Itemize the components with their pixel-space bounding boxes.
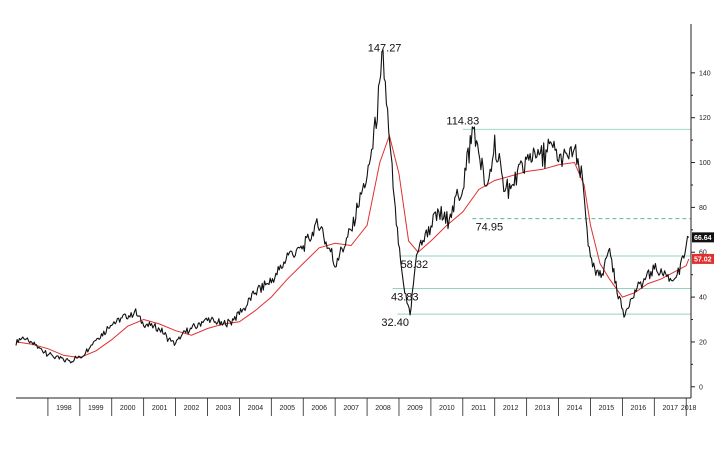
y-tick-label: 20 xyxy=(699,339,707,346)
x-tick-label: 2015 xyxy=(599,405,615,412)
last-price-badge: 66.64 xyxy=(692,232,714,243)
x-tick-label: 2001 xyxy=(152,405,168,412)
annotation-114.83: 114.83 xyxy=(446,115,479,127)
x-tick-label: 2002 xyxy=(184,405,200,412)
x-tick-label: 2003 xyxy=(216,405,232,412)
x-tick-label: 2008 xyxy=(375,405,391,412)
annotation-74.95: 74.95 xyxy=(476,222,504,234)
x-tick-label: 2010 xyxy=(439,405,455,412)
reference-lines xyxy=(392,128,691,315)
x-tick-label: 2011 xyxy=(471,405,486,412)
x-tick-label: 2017 xyxy=(662,405,678,412)
x-tick-label: 2016 xyxy=(631,405,647,412)
moving-average-line xyxy=(15,133,690,359)
moving-average-badge-bg xyxy=(692,253,714,264)
x-tick-label: 2007 xyxy=(343,405,359,412)
x-tick-label: 2000 xyxy=(120,405,136,412)
x-tick-label: 2014 xyxy=(567,405,583,412)
price-line xyxy=(15,49,690,364)
x-tick-label: 2004 xyxy=(248,405,264,412)
y-tick-label: 80 xyxy=(699,205,707,212)
y-tick-label: 120 xyxy=(699,115,711,122)
x-tick-label: 2018 xyxy=(681,405,697,412)
moving-average-badge: 57.02 xyxy=(692,253,714,264)
y-tick-label: 0 xyxy=(699,384,703,391)
y-tick-label: 140 xyxy=(699,70,711,77)
x-tick-label: 2013 xyxy=(535,405,551,412)
annotation-32.40: 32.40 xyxy=(381,317,409,329)
moving-average-badge-label: 57.02 xyxy=(694,256,712,263)
last-value-badges: 66.64 57.02 xyxy=(692,232,714,264)
x-tick-label: 2012 xyxy=(503,405,519,412)
y-tick-label: 40 xyxy=(699,295,707,302)
x-tick-label: 2005 xyxy=(279,405,295,412)
x-tick-label: 1998 xyxy=(56,405,72,412)
y-tick-label: 60 xyxy=(699,250,707,257)
x-tick-label: 2006 xyxy=(311,405,327,412)
last-price-badge-label: 66.64 xyxy=(694,235,712,242)
axes: 0 20 40 60 80 100 120 140 1998 1999 2000 2001 2002 20… xyxy=(16,24,711,416)
y-tick-label: 100 xyxy=(699,160,711,167)
moving-average-series xyxy=(15,133,690,359)
price-series xyxy=(15,49,690,364)
annotation-43.83: 43.83 xyxy=(391,292,419,304)
annotations: 147.27 114.83 74.95 58.32 43.83 32.40 xyxy=(368,43,503,330)
annotation-147.27: 147.27 xyxy=(368,43,402,55)
x-tick-label: 2009 xyxy=(407,405,423,412)
annotation-58.32: 58.32 xyxy=(401,259,429,271)
last-price-badge-bg xyxy=(692,232,714,243)
x-tick-label: 1999 xyxy=(88,405,104,412)
